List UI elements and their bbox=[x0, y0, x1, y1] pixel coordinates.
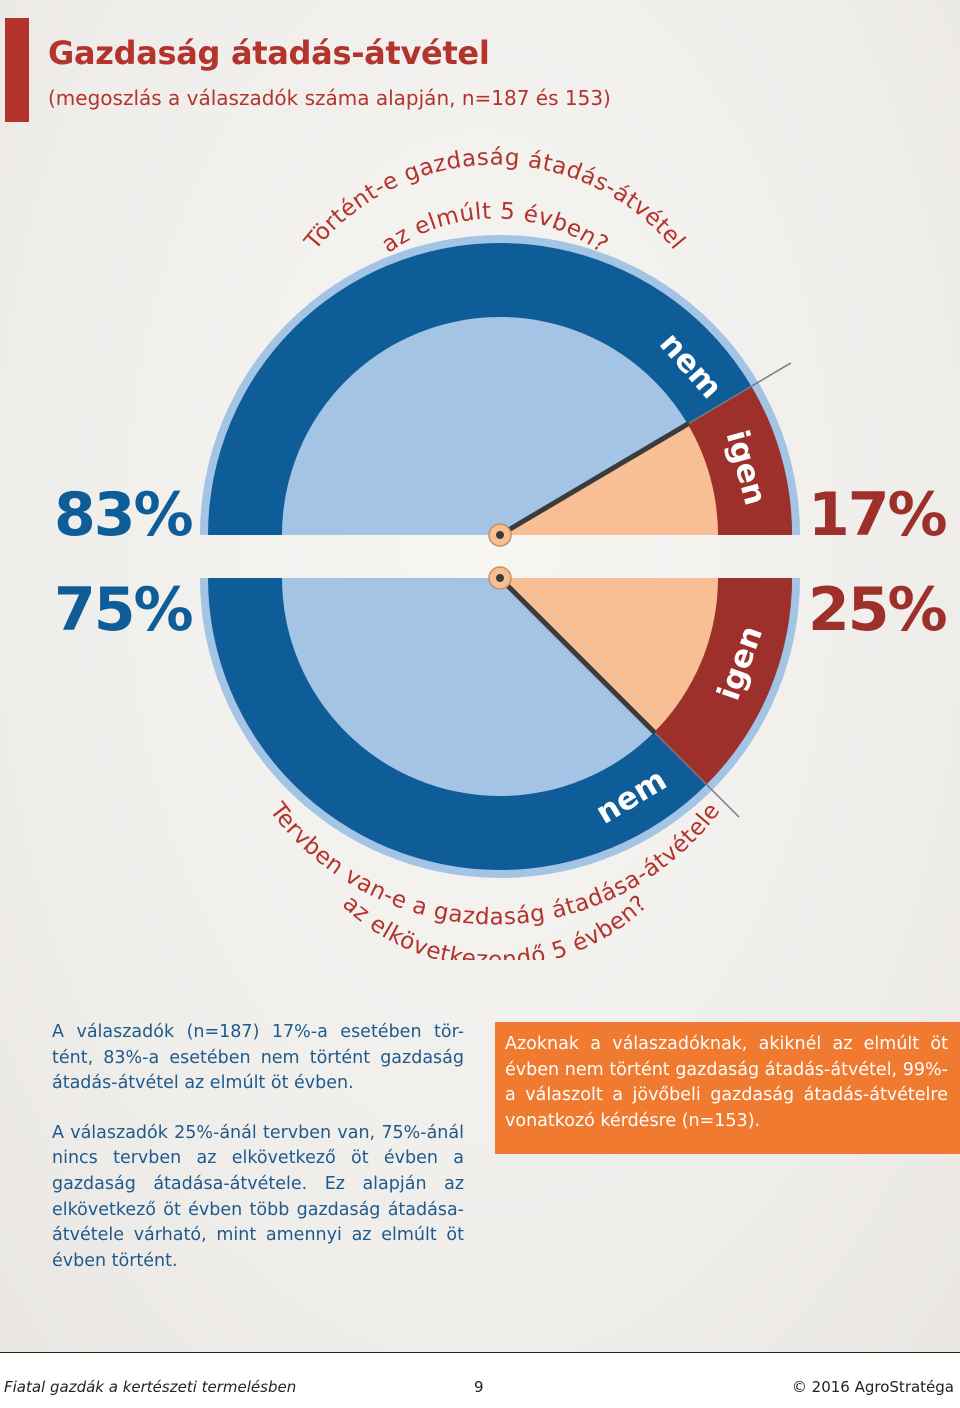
top-igen-percentage: 17% bbox=[808, 480, 948, 550]
bottom-nem-percentage: 75% bbox=[54, 575, 194, 645]
description-paragraph-1: A válaszadók (n=187) 17%-a esetében tör-… bbox=[52, 1022, 464, 1094]
top-needle-hub-center bbox=[496, 531, 504, 539]
top-nem-percentage: 83% bbox=[54, 480, 194, 550]
bottom-needle-hub-center bbox=[496, 574, 504, 582]
bottom-needle bbox=[497, 575, 656, 734]
footer-copyright: © 2016 AgroStratéga bbox=[791, 1378, 954, 1396]
description-paragraph-2: A válaszadók 25%-ánál tervben van, 75%-á… bbox=[52, 1122, 464, 1271]
top-half bbox=[200, 235, 800, 535]
bottom-igen-slice bbox=[500, 578, 712, 728]
top-igen-slice bbox=[500, 427, 712, 535]
top-needle bbox=[497, 422, 690, 538]
bottom-igen-percentage: 25% bbox=[808, 575, 948, 645]
description-text: A válaszadók (n=187) 17%-a esetében tör-… bbox=[52, 1020, 464, 1298]
page-footer: Fiatal gazdák a kertészeti termelésben 9… bbox=[0, 1352, 960, 1408]
page-title: Gazdaság átadás-átvétel bbox=[48, 34, 490, 72]
bottom-half bbox=[200, 578, 800, 878]
title-accent-bar bbox=[5, 18, 29, 122]
footer-page-number: 9 bbox=[474, 1378, 484, 1396]
highlight-box: Azoknak a válaszadóknak, akiknél az elmú… bbox=[495, 1022, 960, 1154]
page-subtitle: (megoszlás a válaszadók száma alapján, n… bbox=[48, 86, 611, 110]
highlight-box-text: Azoknak a válaszadóknak, akiknél az elmú… bbox=[505, 1034, 948, 1131]
footer-publication-title: Fiatal gazdák a kertészeti termelésben bbox=[4, 1378, 297, 1396]
